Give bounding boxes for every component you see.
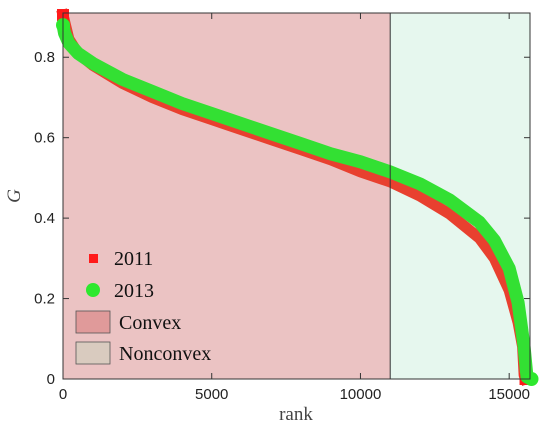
- x-tick-label: 5000: [195, 386, 228, 403]
- legend-label-2011: 2011: [114, 248, 153, 270]
- y-tick-label: 0.6: [34, 130, 55, 147]
- series-2013-point: [524, 372, 539, 386]
- x-axis-label: rank: [279, 404, 313, 425]
- x-tick-label: 0: [59, 386, 67, 403]
- legend-patch-nonconvex: [75, 341, 111, 365]
- y-tick-label: 0.4: [34, 210, 55, 227]
- x-tick-label: 10000: [340, 386, 382, 403]
- legend-marker-2013: [86, 283, 100, 297]
- legend-marker-2011: [89, 254, 98, 263]
- series-2013-line: [56, 18, 538, 386]
- plot-regions: [63, 13, 530, 379]
- y-tick-label: 0: [47, 371, 55, 388]
- plot-frame: [62, 12, 531, 380]
- legend-label-2013: 2013: [114, 280, 154, 302]
- y-ticks: 0 0.2 0.4 0.6 0.8: [34, 49, 530, 388]
- legend-patch-convex: [75, 310, 111, 334]
- legend-label-convex: Convex: [119, 312, 181, 334]
- x-ticks: 0 5000 10000 15000: [59, 13, 530, 403]
- series-layer: [56, 8, 539, 387]
- legend: 2011 2013 Convex Nonconvex: [75, 248, 211, 365]
- legend-label-nonconvex: Nonconvex: [119, 343, 211, 365]
- x-tick-label: 15000: [488, 386, 530, 403]
- y-axis-label: G: [4, 189, 25, 203]
- y-tick-label: 0.8: [34, 49, 55, 66]
- y-tick-label: 0.2: [34, 291, 55, 308]
